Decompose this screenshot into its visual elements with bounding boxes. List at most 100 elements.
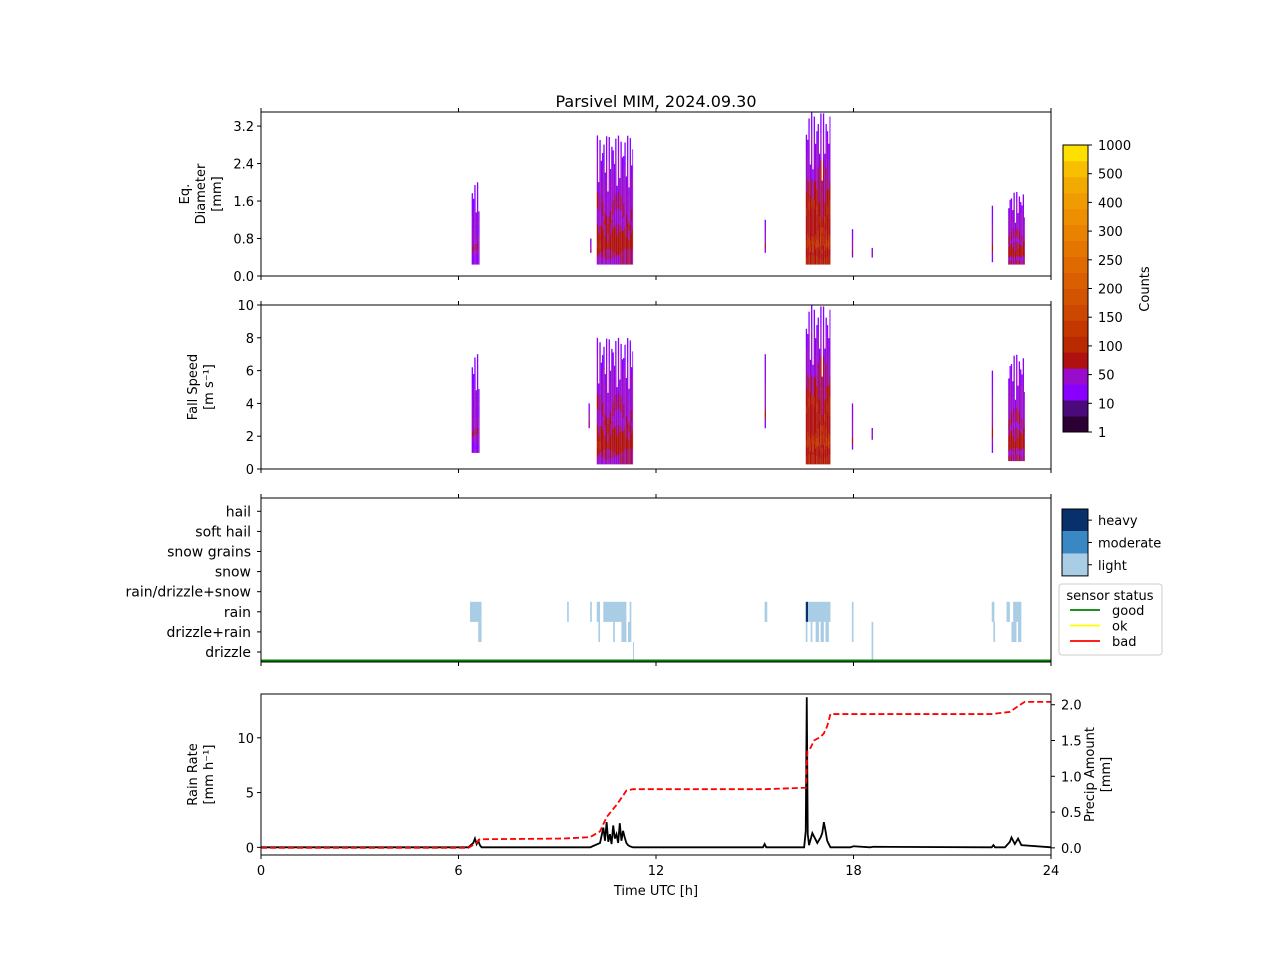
speed-cell [613, 445, 616, 453]
speed-cell [598, 443, 600, 450]
speed-cell [828, 456, 830, 465]
diameter-cell [478, 227, 480, 232]
diameter-cell [629, 256, 631, 265]
diameter-cell [604, 235, 606, 242]
diameter-cell [472, 227, 475, 232]
speed-cell [829, 367, 831, 378]
diameter-cell [620, 248, 622, 257]
diameter-cell [621, 237, 624, 245]
precip-type-block [629, 601, 632, 622]
diameter-cell [824, 243, 826, 251]
speed-cell [1022, 371, 1025, 378]
speed-cell [1014, 453, 1017, 458]
diameter-cell [818, 209, 821, 217]
speed-cell [612, 429, 614, 437]
speed-cell [816, 394, 818, 404]
diameter-cell [851, 248, 854, 251]
speed-cell [805, 387, 808, 397]
diameter-cell [1014, 261, 1017, 265]
diameter-cell [625, 198, 628, 205]
speed-cell [1022, 441, 1025, 449]
speed-cell [807, 342, 809, 351]
diameter-cell [602, 257, 604, 265]
diameter-cell [621, 210, 624, 218]
rate-y2tick-label: 1.5 [1061, 735, 1082, 750]
diameter-cell [613, 176, 616, 184]
speed-cell [1010, 376, 1013, 383]
diameter-cell [628, 225, 630, 231]
diameter-cell [475, 231, 477, 236]
diameter-cell [818, 181, 821, 189]
speed-cell [829, 329, 831, 339]
speed-cell [1012, 445, 1014, 452]
speed-cell [1022, 454, 1025, 462]
diameter-cell [596, 151, 599, 160]
diameter-cell [607, 196, 609, 201]
speed-cell [599, 448, 601, 457]
diameter-cell [851, 253, 854, 256]
speed-cell [609, 417, 612, 424]
diameter-cell [605, 176, 608, 185]
diameter-cell [1008, 250, 1010, 255]
ptype-category-label: snow [215, 565, 251, 581]
diameter-cell [1008, 222, 1010, 227]
speed-cell [816, 403, 818, 413]
speed-cell [613, 402, 616, 410]
diameter-cell [1024, 220, 1025, 224]
diameter-cell [602, 222, 604, 230]
diameter-cell [1008, 211, 1010, 216]
diameter-cell [617, 175, 620, 185]
diameter-cell [816, 222, 818, 232]
diameter-cell [1014, 251, 1017, 255]
diameter-cell [621, 197, 624, 205]
diameter-cell [609, 234, 612, 241]
speed-cell [611, 442, 613, 450]
speed-cell [471, 393, 473, 400]
diameter-cell [611, 183, 613, 192]
diameter-cell [624, 188, 626, 197]
diameter-cell [821, 222, 823, 228]
speed-cell [1014, 456, 1017, 462]
speed-cell [871, 433, 873, 435]
diameter-cell [1010, 223, 1013, 228]
diameter-cell [599, 233, 601, 242]
diameter-cell [809, 251, 812, 259]
diameter-cell [476, 197, 479, 204]
diameter-cell [630, 171, 633, 179]
diameter-cell [616, 210, 618, 216]
diameter-cell [611, 249, 613, 258]
diameter-cell [628, 259, 630, 265]
diameter-cell [617, 159, 620, 169]
diameter-cell [598, 223, 600, 229]
diameter-cell [1010, 256, 1013, 261]
diameter-cell [590, 251, 592, 253]
diameter-cell [596, 248, 599, 257]
speed-cell [615, 364, 617, 373]
speed-cell [813, 444, 815, 455]
colorbar-tick-label: 1 [1098, 426, 1106, 441]
diameter-cell [616, 229, 618, 236]
speed-cell [620, 419, 622, 427]
diameter-cell [590, 249, 592, 252]
speed-cell [851, 412, 854, 416]
diameter-cell [813, 153, 815, 164]
speed-cell [1010, 406, 1013, 413]
diameter-ytick-label: 0.0 [233, 270, 254, 285]
speed-cell [625, 458, 628, 465]
speed-cell [632, 365, 634, 373]
diameter-cell [624, 157, 626, 166]
diameter-cell [816, 197, 818, 207]
speed-cell [628, 454, 630, 460]
diameter-cell [808, 127, 810, 137]
speed-cell [624, 404, 626, 413]
speed-cell [603, 442, 605, 450]
diameter-cell [814, 204, 817, 212]
speed-cell [625, 377, 628, 384]
diameter-cell [620, 195, 622, 204]
diameter-cell [617, 216, 620, 225]
diameter-cell [826, 255, 829, 265]
diameter-cell [607, 209, 609, 215]
colorbar-swatch [1063, 384, 1088, 401]
diameter-ylabel: Eq. [178, 184, 193, 205]
diameter-cell [602, 250, 604, 258]
